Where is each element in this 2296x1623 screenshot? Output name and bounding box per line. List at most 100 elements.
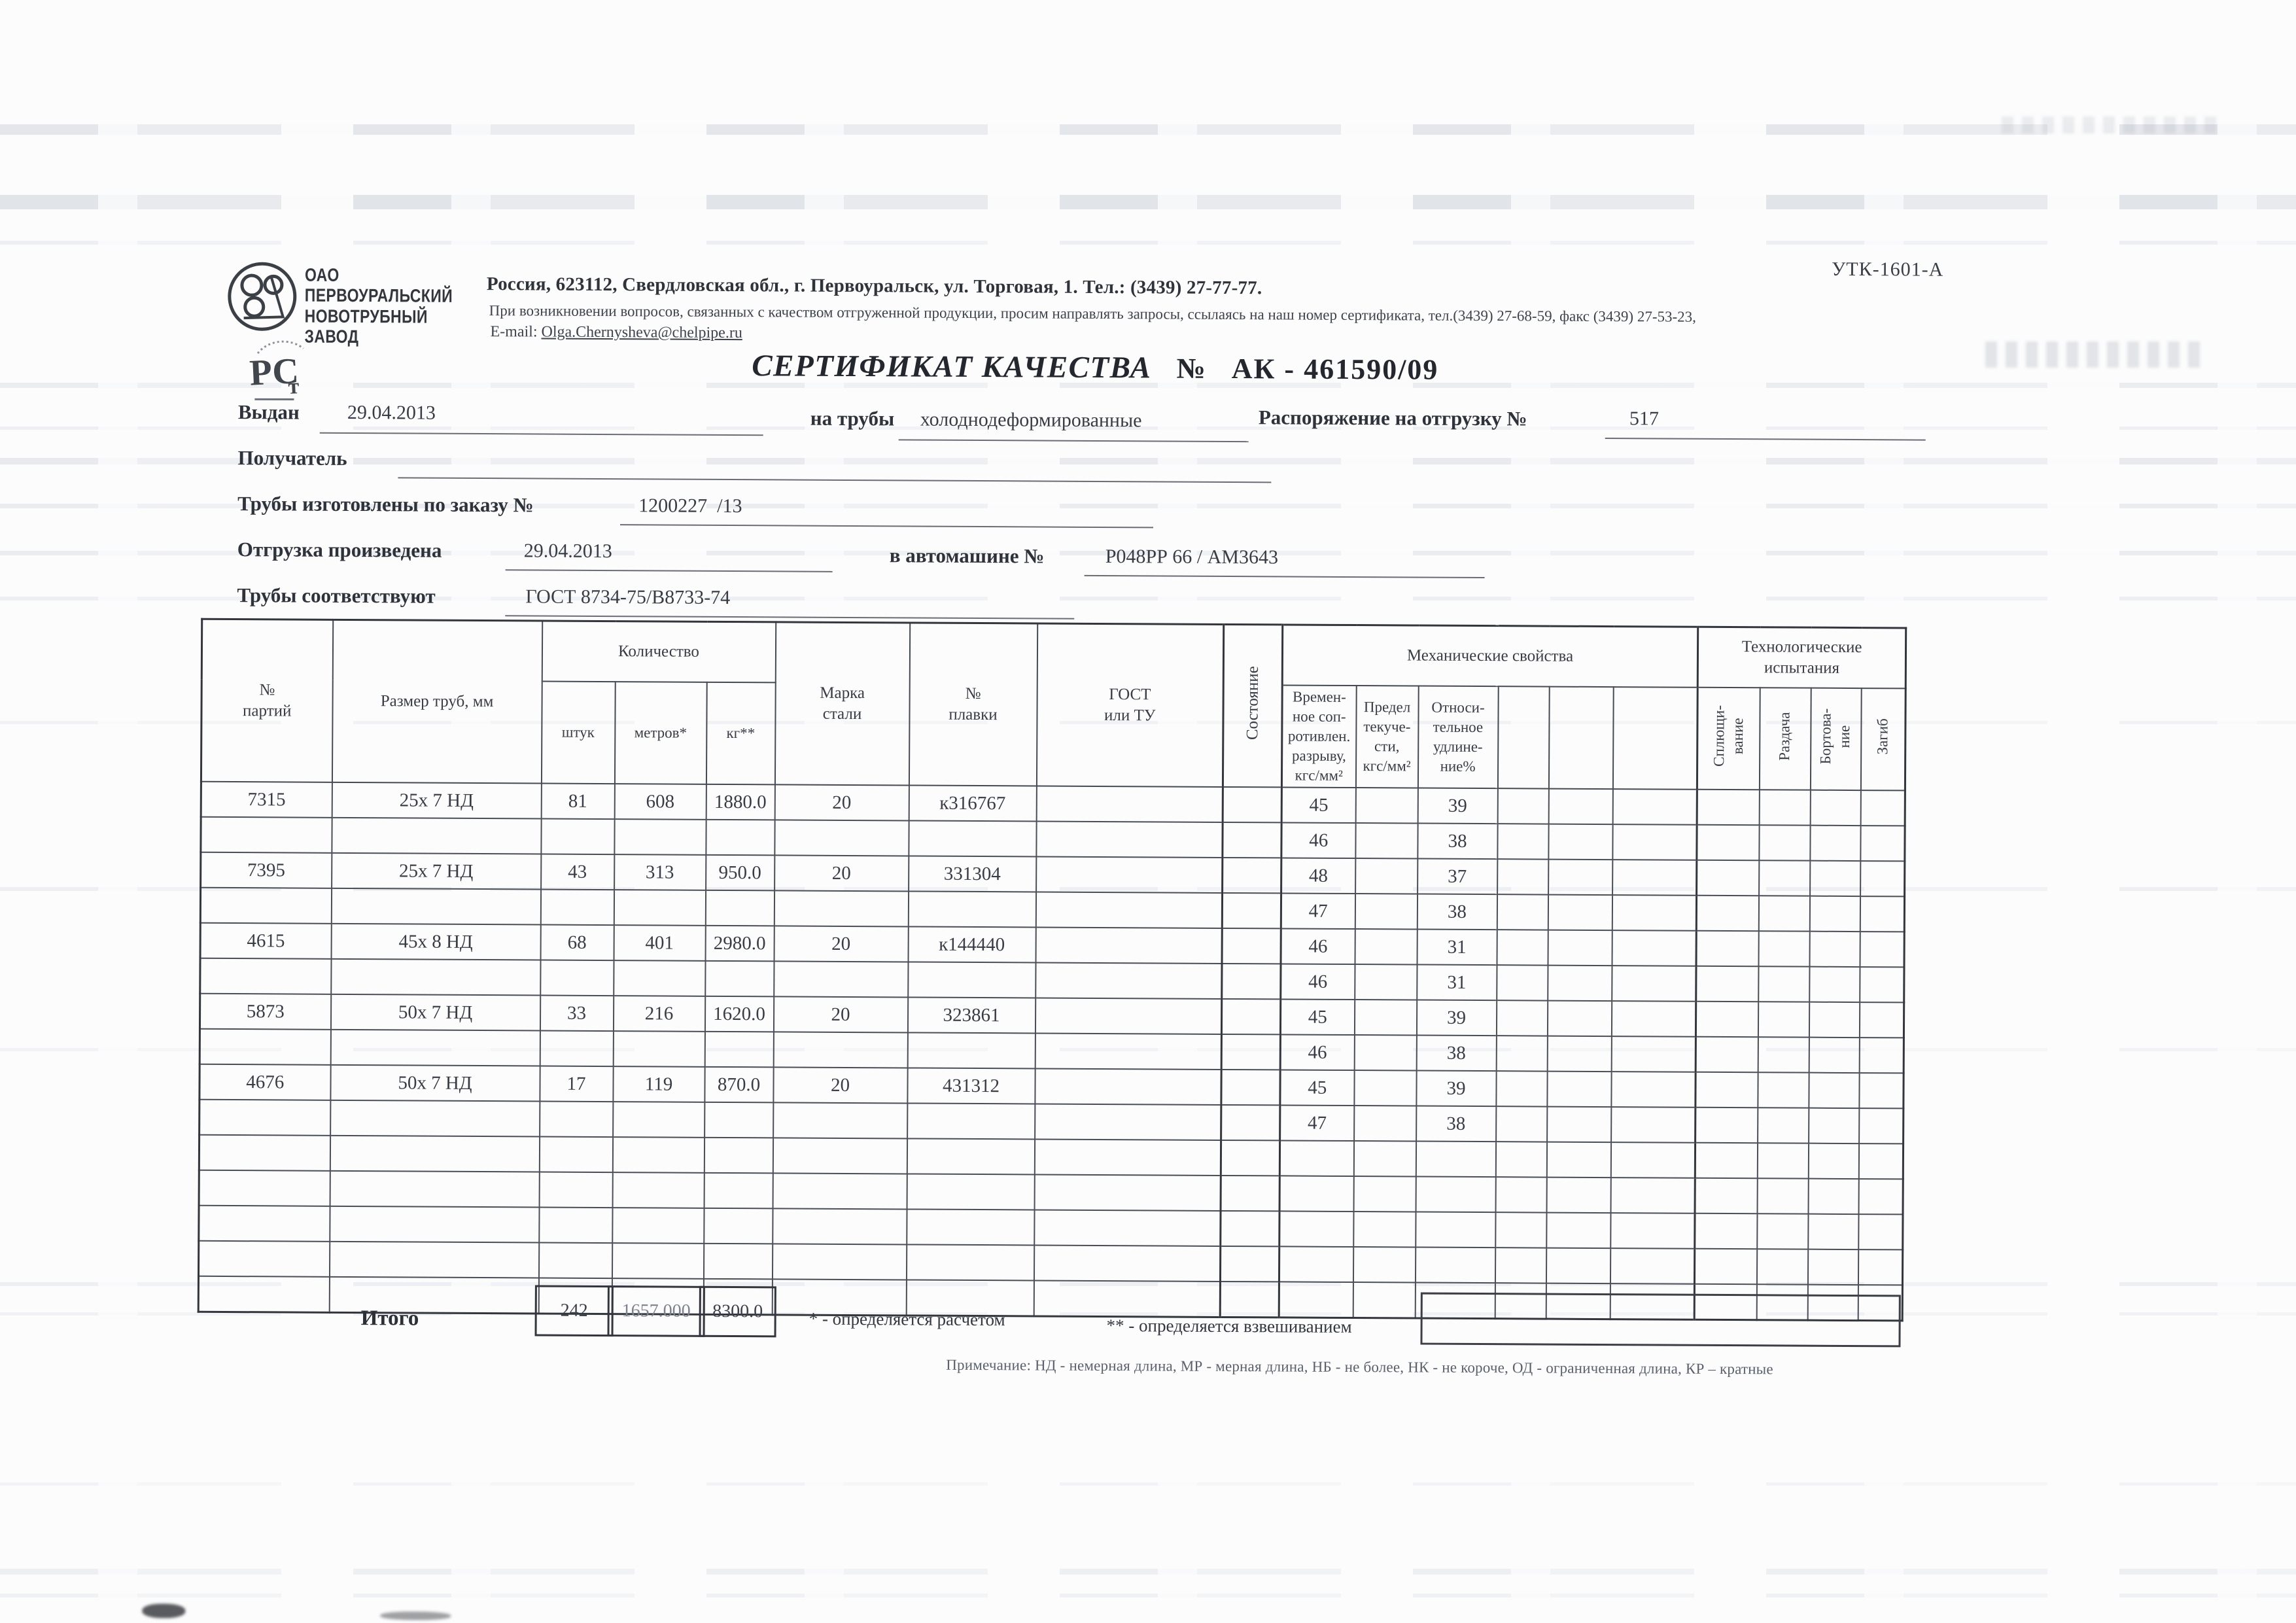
table-cell: [330, 1170, 540, 1208]
table-cell: [772, 1244, 907, 1280]
table-cell: [1220, 1246, 1279, 1282]
table-cell: [704, 960, 774, 997]
table-cell: [613, 1031, 705, 1067]
table-cell: [1415, 1247, 1495, 1283]
table-cell: [199, 1170, 330, 1206]
table-cell: 46: [1280, 964, 1355, 1000]
table-cell: [1416, 1176, 1496, 1213]
table-cell: 17: [539, 1066, 614, 1102]
table-cell: 1620.0: [704, 996, 774, 1032]
truck-label: в автомашине №: [889, 544, 1045, 568]
table-cell: [198, 1240, 330, 1277]
table-cell: [329, 1241, 539, 1278]
empty-header-cell: [1548, 686, 1614, 790]
table-cell: [1353, 1070, 1417, 1106]
table-cell: [200, 816, 332, 853]
table-cell: 33: [540, 995, 614, 1032]
table-cell: 31: [1416, 964, 1497, 1001]
table-cell: [199, 1099, 330, 1136]
table-cell: [703, 1208, 773, 1244]
truck-value: Р048РР 66 / АМ3643: [1105, 546, 1279, 568]
table-cell: [1221, 1034, 1281, 1070]
table-cell: [1808, 1108, 1859, 1144]
table-cell: [539, 1172, 613, 1208]
length-abbreviations-note: Примечание: НД - немерная длина, МР - ме…: [946, 1356, 1773, 1378]
table-cell: [773, 1173, 907, 1210]
table-cell: [1858, 1214, 1904, 1250]
table-cell: [1034, 1139, 1221, 1176]
conform-value: ГОСТ 8734-75/В8733-74: [525, 585, 731, 609]
table-cell: 39: [1418, 788, 1498, 824]
table-cell: [540, 818, 615, 855]
table-cell: [612, 1243, 704, 1279]
table-cell: [1860, 932, 1905, 968]
table-cell: [1355, 823, 1418, 859]
table-cell: 323861: [907, 997, 1035, 1034]
table-cell: [1547, 1000, 1612, 1037]
table-cell: [1279, 1211, 1354, 1248]
table-cell: [1497, 859, 1548, 895]
table-cell: [1612, 824, 1697, 860]
table-cell: [538, 1242, 612, 1279]
form-code: УТК-1601-А: [1831, 258, 1944, 281]
table-cell: [1756, 1249, 1808, 1285]
table-cell: к316767: [909, 785, 1037, 822]
shipped-label: Отгрузка произведена: [237, 538, 442, 562]
table-cell: [1035, 962, 1223, 999]
table-cell: [908, 820, 1037, 857]
table-cell: [773, 1138, 907, 1174]
table-cell: 20: [774, 926, 909, 962]
made-order-value: 1200227 /13: [638, 495, 742, 517]
table-cell: 37: [1417, 858, 1497, 895]
table-cell: [614, 819, 706, 855]
made-order-label: Трубы изготовлены по заказу №: [237, 492, 534, 517]
table-cell: [1220, 1210, 1280, 1247]
table-cell: [1353, 1212, 1416, 1248]
table-cell: к144440: [908, 926, 1036, 963]
table-cell: [1034, 1104, 1221, 1140]
col-header-flanging: Бортова- ние: [1810, 688, 1862, 791]
table-cell: [540, 960, 614, 996]
col-header-elongation: Относи- тельное удлине- ние%: [1418, 686, 1499, 789]
col-header-state: Состояние: [1223, 624, 1283, 788]
col-header-bend: Загиб: [1860, 688, 1906, 791]
company-name: ОАО ПЕРВОУРАЛЬСКИЙ НОВОТРУБНЫЙ ЗАВОД: [304, 264, 453, 347]
table-cell: 47: [1281, 893, 1355, 930]
company-logo-icon: [228, 262, 297, 331]
field-underline: [505, 615, 1075, 620]
number-sign: №: [1176, 352, 1207, 385]
table-cell: [1808, 1178, 1859, 1215]
col-header-expansion: Раздача: [1759, 688, 1811, 790]
table-cell: [330, 1029, 540, 1066]
table-cell: [1696, 824, 1760, 861]
table-cell: 43: [540, 854, 614, 890]
table-cell: [1858, 1249, 1903, 1285]
company-address: Россия, 623112, Свердловская обл., г. Пе…: [486, 273, 1262, 299]
table-cell: [1034, 1068, 1222, 1105]
table-cell: [1036, 786, 1223, 822]
table-cell: [1221, 1104, 1280, 1141]
table-cell: [1035, 821, 1223, 858]
table-cell: 216: [613, 996, 705, 1032]
totals-label: Итого: [360, 1306, 419, 1331]
totals-meters: 1657.000: [607, 1285, 705, 1337]
table-cell: [1859, 1002, 1904, 1038]
table-cell: [1034, 1210, 1221, 1246]
table-cell: [906, 1244, 1034, 1281]
table-cell: [540, 889, 614, 926]
svg-text:РС: РС: [249, 351, 300, 393]
table-cell: 45х 8 НД: [331, 923, 541, 960]
table-cell: [1416, 1141, 1496, 1178]
table-cell: [1495, 1071, 1548, 1107]
table-cell: [1355, 788, 1418, 824]
table-cell: [1279, 1176, 1354, 1212]
table-cell: [907, 1138, 1035, 1175]
table-cell: [1809, 1002, 1860, 1038]
table-cell: 38: [1417, 894, 1497, 930]
table-cell: [773, 961, 909, 998]
table-cell: [907, 1174, 1035, 1210]
table-cell: [1611, 1036, 1696, 1072]
field-underline: [319, 432, 763, 436]
table-cell: [1279, 1282, 1353, 1318]
